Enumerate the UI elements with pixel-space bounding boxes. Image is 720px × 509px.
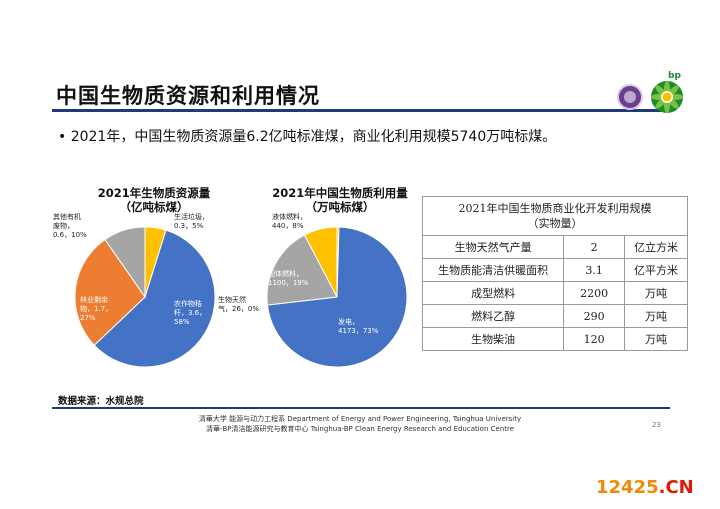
utilization-pie-slice-2 [266, 234, 338, 306]
chart2-title-line2: （万吨标煤） [305, 200, 375, 214]
row-name: 成型燃料 [421, 281, 565, 305]
site-watermark: 12425.CN [596, 477, 694, 498]
utilization-table: 2021年中国生物质商业化开发利用规模 （实物量） 生物天然气产量 2 亿立方米… [421, 196, 688, 351]
table-header: 2021年中国生物质商业化开发利用规模 （实物量） [422, 196, 688, 236]
row-value: 290 [563, 304, 626, 328]
row-unit: 万吨 [624, 304, 688, 328]
table-row: 生物质能清洁供暖面积 3.1 亿平方米 [421, 258, 688, 282]
utilization-pie-slice-3 [303, 226, 338, 298]
table-header-line2: （实物量） [527, 217, 583, 230]
table-row: 成型燃料 2200 万吨 [421, 281, 688, 305]
footer-line2: 清華-BP清洁能源研究与教育中心 Tsinghua-BP Clean Energ… [205, 425, 515, 433]
chart1-title-line2: （亿吨标煤） [119, 200, 189, 214]
row-unit: 万吨 [624, 281, 688, 305]
table-header-line1: 2021年中国生物质商业化开发利用规模 [458, 202, 652, 215]
table-row: 燃料乙醇 290 万吨 [421, 304, 688, 328]
row-unit: 亿平方米 [624, 258, 688, 282]
row-name: 生物天然气产量 [421, 235, 565, 259]
footer-line1: 清華大学 能源与动力工程系 Department of Energy and P… [198, 415, 522, 423]
chart1-title-line1: 2021年生物质资源量 [97, 186, 211, 200]
utilization-pie-chart [266, 226, 408, 368]
chart1-label-msw: 生活垃圾， 0.3，5% [174, 213, 209, 230]
chart2-label-liquid: 液体燃料， 440，8% [272, 213, 307, 230]
chart1-title: 2021年生物质资源量 （亿吨标煤） [74, 186, 234, 214]
chart1-label-straw: 农作物秸 秆，3.6， 58% [174, 300, 207, 326]
tsinghua-seal-logo [617, 84, 643, 110]
row-value: 2 [563, 235, 626, 259]
resource-pie-slice-3 [104, 226, 146, 299]
chart1-label-forestry: 林业剩余 物，1.7， 27% [80, 296, 113, 322]
resource-pie-slice-2 [74, 238, 146, 346]
table-row: 生物柴油 120 万吨 [421, 327, 688, 351]
summary-bullet: • 2021年，中国生物质资源量6.2亿吨标准煤，商业化利用规模5740万吨标煤… [58, 129, 557, 145]
page-number: 23 [652, 421, 661, 429]
bp-logo-text: bp [668, 71, 681, 81]
row-name: 生物柴油 [421, 327, 565, 351]
chart2-title-line1: 2021年中国生物质利用量 [272, 186, 408, 200]
data-source-note: 数据来源：水规总院 [58, 396, 144, 407]
bp-helios-logo [651, 81, 683, 113]
title-divider [52, 109, 670, 112]
row-name: 燃料乙醇 [421, 304, 565, 328]
chart2-label-solid: 固体燃料， 1100，19% [268, 270, 309, 287]
row-value: 3.1 [563, 258, 626, 282]
chart2-label-biogas: 生物天然 气，26，0% [218, 296, 260, 313]
row-name: 生物质能清洁供暖面积 [421, 258, 565, 282]
resource-pie-chart [74, 226, 216, 368]
row-value: 2200 [563, 281, 626, 305]
watermark-part1: 12425 [596, 477, 659, 498]
footer-divider [52, 407, 670, 409]
watermark-part2: .CN [658, 477, 694, 498]
resource-pie-slice-1 [93, 229, 216, 368]
chart2-title: 2021年中国生物质利用量 （万吨标煤） [256, 186, 424, 214]
row-value: 120 [563, 327, 626, 351]
table-row: 生物天然气产量 2 亿立方米 [421, 235, 688, 259]
row-unit: 万吨 [624, 327, 688, 351]
chart2-label-power: 发电， 4173，73% [338, 318, 379, 335]
chart1-label-other: 其他有机 废物， 0.6，10% [53, 213, 87, 239]
page-title: 中国生物质资源和利用情况 [56, 84, 320, 108]
row-unit: 亿立方米 [624, 235, 688, 259]
